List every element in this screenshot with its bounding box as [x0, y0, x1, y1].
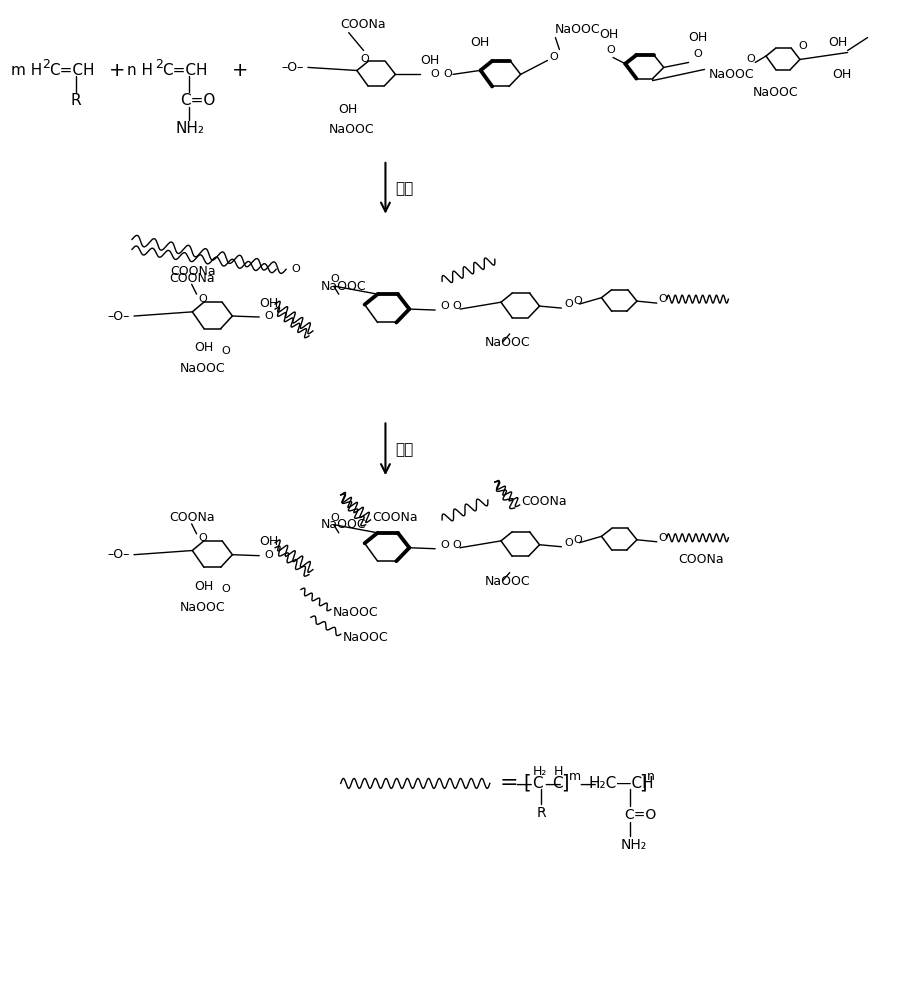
Text: COONa: COONa — [372, 511, 418, 524]
Text: O: O — [360, 54, 369, 64]
Text: OH: OH — [420, 54, 439, 67]
Text: C: C — [551, 776, 562, 791]
Text: O: O — [331, 274, 339, 284]
Text: NaOOC: NaOOC — [484, 575, 530, 588]
Text: O: O — [451, 540, 460, 550]
Text: —: — — [579, 774, 596, 792]
Text: ]: ] — [638, 774, 646, 793]
Text: 2: 2 — [42, 58, 51, 71]
Text: C=CH: C=CH — [50, 63, 95, 78]
Text: –O–: –O– — [107, 548, 130, 561]
Text: C=CH: C=CH — [162, 63, 207, 78]
Text: O: O — [563, 299, 573, 309]
Text: OH: OH — [195, 580, 213, 593]
Text: O: O — [264, 311, 273, 321]
Text: NaOOC: NaOOC — [343, 631, 388, 644]
Text: R: R — [70, 93, 81, 108]
Text: 聚合: 聚合 — [395, 181, 414, 196]
Text: NaOOC: NaOOC — [179, 601, 225, 614]
Text: COONa: COONa — [678, 553, 723, 566]
Text: +: + — [232, 61, 247, 80]
Text: OH: OH — [470, 36, 489, 49]
Text: COONa: COONa — [168, 511, 214, 524]
Text: R: R — [536, 806, 546, 820]
Text: OH: OH — [827, 36, 846, 49]
Text: OH: OH — [598, 28, 618, 41]
Text: NaOOC: NaOOC — [321, 280, 366, 293]
Text: OH: OH — [259, 535, 278, 548]
Text: O: O — [745, 54, 754, 64]
Text: O: O — [573, 535, 582, 545]
Text: O: O — [439, 301, 448, 311]
Text: 水解: 水解 — [395, 442, 414, 457]
Text: NaOOC: NaOOC — [321, 518, 366, 531]
Text: COONa: COONa — [170, 265, 215, 278]
Text: O: O — [797, 41, 806, 51]
Text: n: n — [646, 770, 654, 783]
Text: +: + — [109, 61, 126, 80]
Text: O: O — [290, 264, 300, 274]
Text: O: O — [658, 294, 667, 304]
Text: O: O — [606, 45, 614, 55]
Text: NH₂: NH₂ — [176, 121, 205, 136]
Text: –O–: –O– — [107, 310, 130, 323]
Text: NaOOC: NaOOC — [554, 23, 599, 36]
Text: OH: OH — [832, 68, 851, 81]
Text: NH₂: NH₂ — [620, 838, 647, 852]
Text: O: O — [264, 550, 273, 560]
Text: NaOOC: NaOOC — [179, 362, 225, 375]
Text: O: O — [451, 301, 460, 311]
Text: O: O — [221, 346, 230, 356]
Text: =: = — [499, 773, 517, 793]
Text: OH: OH — [687, 31, 707, 44]
Text: OH: OH — [195, 341, 213, 354]
Text: m: m — [569, 770, 581, 783]
Text: H₂C—CH: H₂C—CH — [587, 776, 653, 791]
Text: O: O — [549, 52, 558, 62]
Text: O: O — [563, 538, 573, 548]
Text: O: O — [439, 540, 448, 550]
Text: NaOOC: NaOOC — [708, 68, 754, 81]
Text: 2: 2 — [154, 58, 163, 71]
Text: H₂: H₂ — [532, 765, 546, 778]
Text: C: C — [532, 776, 542, 791]
Text: O: O — [573, 296, 582, 306]
Text: O: O — [199, 533, 207, 543]
Text: COONa: COONa — [340, 18, 386, 31]
Text: ]: ] — [561, 774, 568, 793]
Text: OH: OH — [338, 103, 357, 116]
Text: C=O: C=O — [179, 93, 215, 108]
Text: O: O — [658, 533, 667, 543]
Text: O: O — [221, 584, 230, 594]
Text: O: O — [199, 294, 207, 304]
Text: C=O: C=O — [623, 808, 655, 822]
Text: NaOOC: NaOOC — [328, 123, 374, 136]
Text: [: [ — [523, 774, 530, 793]
Text: —: — — [544, 774, 561, 792]
Text: O: O — [331, 513, 339, 523]
Text: m H: m H — [11, 63, 42, 78]
Text: O: O — [693, 49, 701, 59]
Text: n H: n H — [127, 63, 153, 78]
Text: NaOOC: NaOOC — [753, 86, 798, 99]
Text: COONa: COONa — [168, 272, 214, 285]
Text: —: — — [516, 774, 532, 792]
Text: O: O — [430, 69, 438, 79]
Text: H: H — [553, 765, 562, 778]
Text: OH: OH — [259, 297, 278, 310]
Text: NaOOC: NaOOC — [333, 606, 378, 619]
Text: COONa: COONa — [521, 495, 567, 508]
Text: –O–: –O– — [281, 61, 303, 74]
Text: O: O — [443, 69, 451, 79]
Text: NaOOC: NaOOC — [484, 336, 530, 349]
